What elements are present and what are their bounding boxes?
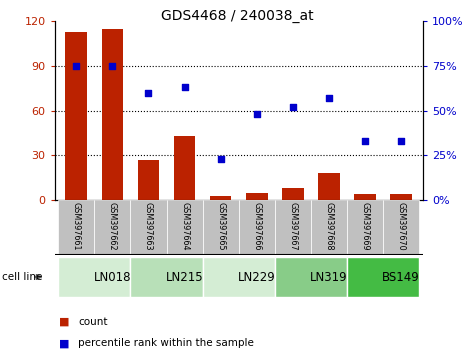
Bar bbox=[58, 257, 131, 297]
Point bbox=[109, 63, 116, 69]
Point bbox=[289, 104, 296, 110]
Point bbox=[397, 138, 405, 144]
Text: GSM397661: GSM397661 bbox=[72, 202, 81, 251]
Text: GSM397668: GSM397668 bbox=[324, 202, 333, 251]
Point bbox=[217, 156, 225, 162]
Point bbox=[181, 85, 189, 90]
Text: GSM397666: GSM397666 bbox=[252, 202, 261, 251]
Point bbox=[73, 63, 80, 69]
Text: GSM397667: GSM397667 bbox=[288, 202, 297, 251]
Text: count: count bbox=[78, 317, 108, 327]
Bar bbox=[131, 200, 167, 255]
Bar bbox=[275, 200, 311, 255]
Text: LN319: LN319 bbox=[310, 270, 348, 284]
Bar bbox=[66, 32, 87, 200]
Text: LN018: LN018 bbox=[94, 270, 131, 284]
Text: GSM397670: GSM397670 bbox=[397, 202, 406, 251]
Bar bbox=[318, 173, 340, 200]
Point bbox=[145, 90, 152, 96]
Bar bbox=[131, 257, 203, 297]
Text: LN215: LN215 bbox=[166, 270, 203, 284]
Bar bbox=[246, 193, 267, 200]
Point bbox=[325, 95, 332, 101]
Bar bbox=[390, 194, 412, 200]
Text: ■: ■ bbox=[59, 338, 70, 348]
Bar bbox=[167, 200, 203, 255]
Text: GSM397663: GSM397663 bbox=[144, 202, 153, 251]
Bar bbox=[102, 29, 123, 200]
Text: LN229: LN229 bbox=[238, 270, 276, 284]
Bar bbox=[282, 188, 304, 200]
Text: GSM397669: GSM397669 bbox=[361, 202, 370, 251]
Text: GSM397665: GSM397665 bbox=[216, 202, 225, 251]
Text: percentile rank within the sample: percentile rank within the sample bbox=[78, 338, 254, 348]
Bar bbox=[203, 200, 239, 255]
Text: BS149: BS149 bbox=[382, 270, 420, 284]
Bar bbox=[275, 257, 347, 297]
Point bbox=[361, 138, 369, 144]
Bar bbox=[174, 136, 195, 200]
Text: GSM397664: GSM397664 bbox=[180, 202, 189, 251]
Bar bbox=[347, 200, 383, 255]
Point bbox=[253, 112, 260, 117]
Bar bbox=[138, 160, 159, 200]
Bar bbox=[95, 200, 131, 255]
Bar bbox=[347, 257, 419, 297]
Bar bbox=[383, 200, 419, 255]
Bar bbox=[203, 257, 275, 297]
Bar bbox=[354, 194, 376, 200]
Bar bbox=[210, 195, 231, 200]
Text: GSM397662: GSM397662 bbox=[108, 202, 117, 251]
Bar bbox=[311, 200, 347, 255]
Text: GDS4468 / 240038_at: GDS4468 / 240038_at bbox=[161, 9, 314, 23]
Bar bbox=[58, 200, 95, 255]
Text: cell line: cell line bbox=[2, 272, 43, 282]
Bar bbox=[239, 200, 275, 255]
Text: ■: ■ bbox=[59, 317, 70, 327]
